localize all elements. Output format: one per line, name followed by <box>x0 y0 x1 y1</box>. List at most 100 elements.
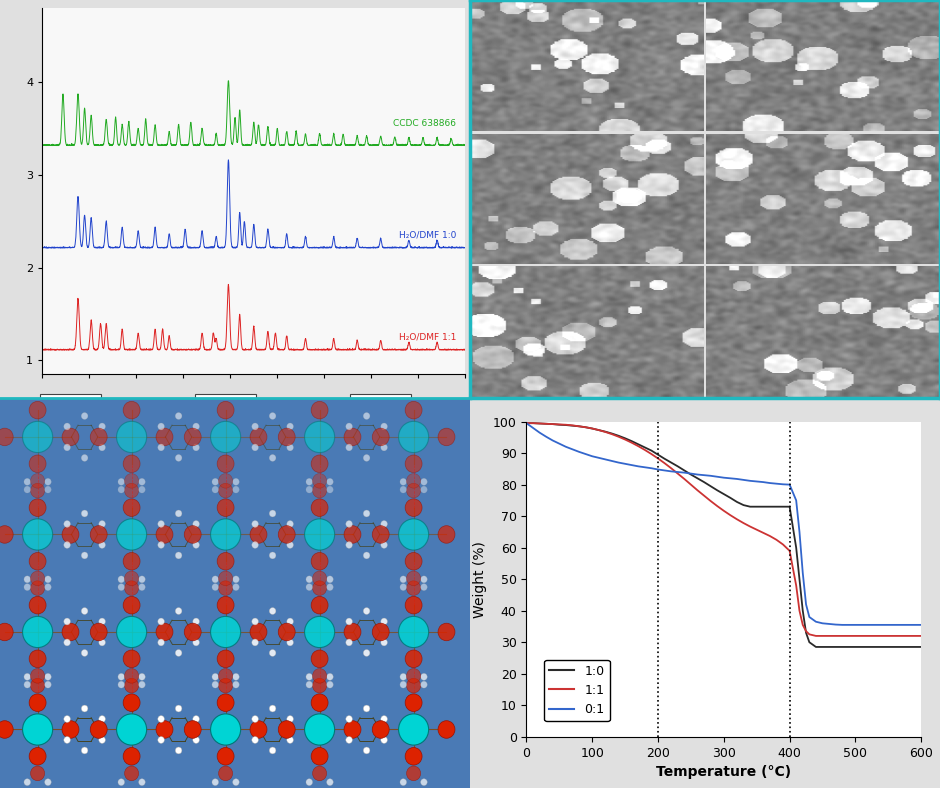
Circle shape <box>326 478 334 485</box>
Circle shape <box>29 499 46 516</box>
Circle shape <box>175 510 181 517</box>
Circle shape <box>252 639 258 646</box>
Circle shape <box>363 413 370 419</box>
Circle shape <box>250 428 267 446</box>
Circle shape <box>139 478 145 485</box>
Circle shape <box>363 608 370 615</box>
Circle shape <box>184 623 201 641</box>
Circle shape <box>269 608 276 615</box>
Circle shape <box>381 521 387 527</box>
Circle shape <box>64 618 70 625</box>
Circle shape <box>311 455 328 473</box>
Circle shape <box>400 576 406 583</box>
Circle shape <box>232 584 239 590</box>
Text: CCDC 638866: CCDC 638866 <box>393 120 456 128</box>
Circle shape <box>30 766 45 781</box>
Circle shape <box>381 423 387 430</box>
Circle shape <box>175 747 181 754</box>
Circle shape <box>438 526 455 543</box>
Circle shape <box>363 510 370 517</box>
Circle shape <box>278 623 295 641</box>
Circle shape <box>123 650 140 667</box>
Circle shape <box>45 584 51 590</box>
Circle shape <box>278 526 295 543</box>
Circle shape <box>158 639 164 646</box>
Circle shape <box>29 455 46 473</box>
Circle shape <box>311 748 328 765</box>
Circle shape <box>62 721 79 738</box>
Circle shape <box>156 623 173 641</box>
Circle shape <box>175 455 181 461</box>
Circle shape <box>363 705 370 712</box>
Circle shape <box>344 623 361 641</box>
Circle shape <box>326 779 334 786</box>
Text: 0:1: 0:1 <box>370 402 391 411</box>
Circle shape <box>193 521 199 527</box>
Circle shape <box>218 766 233 781</box>
Circle shape <box>346 423 352 430</box>
Circle shape <box>344 526 361 543</box>
Circle shape <box>399 616 429 648</box>
Y-axis label: Weight (%): Weight (%) <box>473 541 487 618</box>
Circle shape <box>158 737 164 743</box>
Circle shape <box>175 649 181 656</box>
Circle shape <box>175 552 181 559</box>
Circle shape <box>29 694 46 712</box>
Circle shape <box>269 510 276 517</box>
Circle shape <box>405 552 422 570</box>
Circle shape <box>158 423 164 430</box>
Circle shape <box>287 618 293 625</box>
Circle shape <box>139 486 145 493</box>
Circle shape <box>45 779 51 786</box>
Circle shape <box>211 616 241 648</box>
Circle shape <box>312 571 327 585</box>
Circle shape <box>406 766 421 781</box>
Circle shape <box>156 428 173 446</box>
Circle shape <box>23 422 53 452</box>
Circle shape <box>217 650 234 667</box>
Circle shape <box>29 748 46 765</box>
Circle shape <box>45 486 51 493</box>
Circle shape <box>64 541 70 548</box>
Circle shape <box>124 474 139 488</box>
Circle shape <box>232 681 239 688</box>
Circle shape <box>305 714 335 745</box>
Circle shape <box>421 674 427 680</box>
Circle shape <box>252 521 258 527</box>
Circle shape <box>344 428 361 446</box>
Circle shape <box>438 721 455 738</box>
Circle shape <box>346 618 352 625</box>
Circle shape <box>123 694 140 712</box>
Circle shape <box>218 474 233 488</box>
Circle shape <box>81 510 88 517</box>
Circle shape <box>118 486 124 493</box>
Circle shape <box>64 521 70 527</box>
Circle shape <box>117 422 147 452</box>
FancyBboxPatch shape <box>196 395 256 418</box>
Circle shape <box>278 721 295 738</box>
Circle shape <box>311 694 328 712</box>
Circle shape <box>64 444 70 451</box>
Circle shape <box>306 584 312 590</box>
Circle shape <box>311 650 328 667</box>
Circle shape <box>212 779 218 786</box>
Circle shape <box>287 444 293 451</box>
Circle shape <box>311 401 328 419</box>
Circle shape <box>381 737 387 743</box>
Circle shape <box>30 678 45 693</box>
Circle shape <box>421 681 427 688</box>
Circle shape <box>29 401 46 419</box>
Circle shape <box>311 552 328 570</box>
Circle shape <box>123 455 140 473</box>
Circle shape <box>405 401 422 419</box>
Circle shape <box>252 618 258 625</box>
Circle shape <box>269 747 276 754</box>
Circle shape <box>306 779 312 786</box>
Circle shape <box>123 499 140 516</box>
Circle shape <box>124 581 139 596</box>
Circle shape <box>117 714 147 745</box>
Circle shape <box>24 674 31 680</box>
Circle shape <box>278 428 295 446</box>
Circle shape <box>269 705 276 712</box>
Circle shape <box>24 584 31 590</box>
